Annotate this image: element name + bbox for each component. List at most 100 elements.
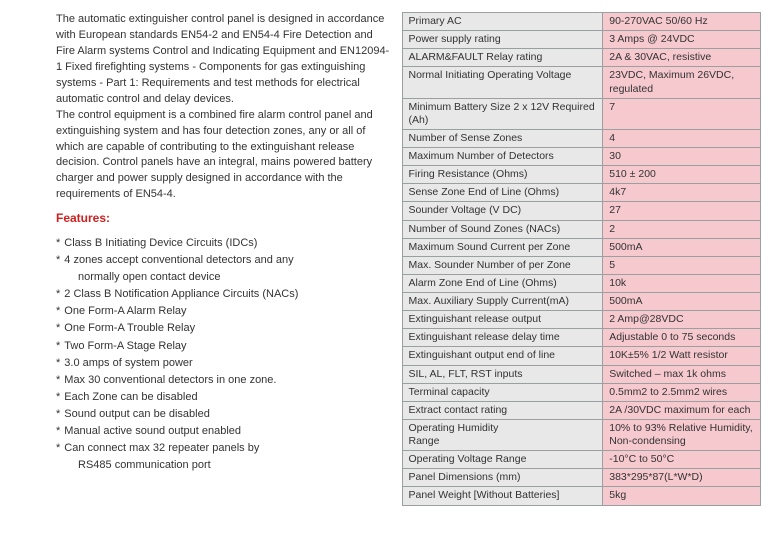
- table-row: ALARM&FAULT Relay rating2A & 30VAC, resi…: [402, 49, 761, 67]
- table-row: Extinguishant release delay timeAdjustab…: [402, 329, 761, 347]
- spec-label: Panel Dimensions (mm): [402, 469, 603, 487]
- feature-text: Max 30 conventional detectors in one zon…: [64, 374, 276, 386]
- spec-value: 5: [603, 256, 761, 274]
- left-column: The automatic extinguisher control panel…: [20, 12, 390, 506]
- spec-label: Extract contact rating: [402, 401, 603, 419]
- table-row: Operating HumidityRange10% to 93% Relati…: [402, 419, 761, 450]
- table-row: Panel Weight [Without Batteries]5kg: [402, 487, 761, 505]
- table-row: Terminal capacity0.5mm2 to 2.5mm2 wires: [402, 383, 761, 401]
- feature-item: *4 zones accept conventional detectors a…: [56, 252, 390, 269]
- feature-text: RS485 communication port: [78, 459, 211, 471]
- table-row: Alarm Zone End of Line (Ohms)10k: [402, 274, 761, 292]
- spec-value: 10k: [603, 274, 761, 292]
- table-row: Number of Sound Zones (NACs)2: [402, 220, 761, 238]
- spec-value: 0.5mm2 to 2.5mm2 wires: [603, 383, 761, 401]
- spec-value: 7: [603, 98, 761, 129]
- table-row: Sounder Voltage (V DC)27: [402, 202, 761, 220]
- spec-value: 30: [603, 148, 761, 166]
- spec-value: -10°C to 50°C: [603, 451, 761, 469]
- feature-text: Can connect max 32 repeater panels by: [64, 442, 259, 454]
- table-row: Minimum Battery Size 2 x 12V Required (A…: [402, 98, 761, 129]
- spec-value: 23VDC, Maximum 26VDC, regulated: [603, 67, 761, 98]
- table-row: Normal Initiating Operating Voltage23VDC…: [402, 67, 761, 98]
- spec-label: Maximum Sound Current per Zone: [402, 238, 603, 256]
- feature-text: 3.0 amps of system power: [64, 357, 192, 369]
- spec-label: ALARM&FAULT Relay rating: [402, 49, 603, 67]
- spec-label: Number of Sound Zones (NACs): [402, 220, 603, 238]
- table-row: Max. Sounder Number of per Zone5: [402, 256, 761, 274]
- spec-value: 2A /30VDC maximum for each: [603, 401, 761, 419]
- spec-value: 510 ± 200: [603, 166, 761, 184]
- spec-label: Extinguishant release output: [402, 311, 603, 329]
- spec-table: Primary AC90-270VAC 50/60 HzPower supply…: [402, 12, 762, 506]
- spec-label: Primary AC: [402, 13, 603, 31]
- table-row: Extinguishant output end of line10K±5% 1…: [402, 347, 761, 365]
- feature-text: Sound output can be disabled: [64, 408, 210, 420]
- spec-label: Sounder Voltage (V DC): [402, 202, 603, 220]
- spec-label: Panel Weight [Without Batteries]: [402, 487, 603, 505]
- spec-label: Extinguishant release delay time: [402, 329, 603, 347]
- feature-text: Class B Initiating Device Circuits (IDCs…: [64, 237, 257, 249]
- feature-item: *One Form-A Alarm Relay: [56, 303, 390, 320]
- features-list: *Class B Initiating Device Circuits (IDC…: [20, 235, 390, 474]
- table-row: Extract contact rating2A /30VDC maximum …: [402, 401, 761, 419]
- feature-item: *Each Zone can be disabled: [56, 389, 390, 406]
- feature-text: Two Form-A Stage Relay: [64, 340, 186, 352]
- spec-label: Normal Initiating Operating Voltage: [402, 67, 603, 98]
- spec-value: 500mA: [603, 238, 761, 256]
- spec-label: Operating HumidityRange: [402, 419, 603, 450]
- spec-value: 4k7: [603, 184, 761, 202]
- table-row: SIL, AL, FLT, RST inputsSwitched – max 1…: [402, 365, 761, 383]
- spec-value: Adjustable 0 to 75 seconds: [603, 329, 761, 347]
- spec-label: Firing Resistance (Ohms): [402, 166, 603, 184]
- spec-label: Max. Sounder Number of per Zone: [402, 256, 603, 274]
- feature-item: *Can connect max 32 repeater panels by: [56, 440, 390, 457]
- spec-label: Alarm Zone End of Line (Ohms): [402, 274, 603, 292]
- table-row: Primary AC90-270VAC 50/60 Hz: [402, 13, 761, 31]
- feature-item: *Max 30 conventional detectors in one zo…: [56, 372, 390, 389]
- spec-label: Operating Voltage Range: [402, 451, 603, 469]
- feature-item: *Sound output can be disabled: [56, 406, 390, 423]
- features-heading: Features:: [56, 211, 390, 225]
- feature-text: One Form-A Alarm Relay: [64, 305, 186, 317]
- table-row: Max. Auxiliary Supply Current(mA)500mA: [402, 293, 761, 311]
- spec-label: Max. Auxiliary Supply Current(mA): [402, 293, 603, 311]
- table-row: Extinguishant release output2 Amp@28VDC: [402, 311, 761, 329]
- feature-text: 2 Class B Notification Appliance Circuit…: [64, 288, 298, 300]
- spec-label: Terminal capacity: [402, 383, 603, 401]
- feature-text: Manual active sound output enabled: [64, 425, 241, 437]
- feature-text: One Form-A Trouble Relay: [64, 322, 195, 334]
- spec-value: Switched – max 1k ohms: [603, 365, 761, 383]
- feature-item: normally open contact device: [56, 269, 390, 286]
- table-row: Maximum Number of Detectors30: [402, 148, 761, 166]
- spec-table-wrapper: Primary AC90-270VAC 50/60 HzPower supply…: [402, 12, 762, 506]
- spec-value: 3 Amps @ 24VDC: [603, 31, 761, 49]
- spec-value: 2: [603, 220, 761, 238]
- table-row: Operating Voltage Range-10°C to 50°C: [402, 451, 761, 469]
- feature-text: Each Zone can be disabled: [64, 391, 197, 403]
- spec-value: 10% to 93% Relative Humidity, Non-conden…: [603, 419, 761, 450]
- spec-value: 2A & 30VAC, resistive: [603, 49, 761, 67]
- table-row: Panel Dimensions (mm)383*295*87(L*W*D): [402, 469, 761, 487]
- intro-paragraph: The automatic extinguisher control panel…: [20, 12, 390, 203]
- table-row: Maximum Sound Current per Zone500mA: [402, 238, 761, 256]
- spec-label: Extinguishant output end of line: [402, 347, 603, 365]
- spec-label: Minimum Battery Size 2 x 12V Required (A…: [402, 98, 603, 129]
- feature-item: *Manual active sound output enabled: [56, 423, 390, 440]
- table-row: Firing Resistance (Ohms)510 ± 200: [402, 166, 761, 184]
- feature-item: *2 Class B Notification Appliance Circui…: [56, 286, 390, 303]
- spec-value: 27: [603, 202, 761, 220]
- spec-label: Number of Sense Zones: [402, 129, 603, 147]
- table-row: Sense Zone End of Line (Ohms)4k7: [402, 184, 761, 202]
- feature-item: *Two Form-A Stage Relay: [56, 338, 390, 355]
- feature-text: 4 zones accept conventional detectors an…: [64, 254, 293, 266]
- feature-item: *Class B Initiating Device Circuits (IDC…: [56, 235, 390, 252]
- spec-value: 90-270VAC 50/60 Hz: [603, 13, 761, 31]
- spec-label: Maximum Number of Detectors: [402, 148, 603, 166]
- table-row: Number of Sense Zones4: [402, 129, 761, 147]
- spec-value: 500mA: [603, 293, 761, 311]
- spec-value: 4: [603, 129, 761, 147]
- spec-label: SIL, AL, FLT, RST inputs: [402, 365, 603, 383]
- spec-value: 10K±5% 1/2 Watt resistor: [603, 347, 761, 365]
- feature-text: normally open contact device: [78, 271, 220, 283]
